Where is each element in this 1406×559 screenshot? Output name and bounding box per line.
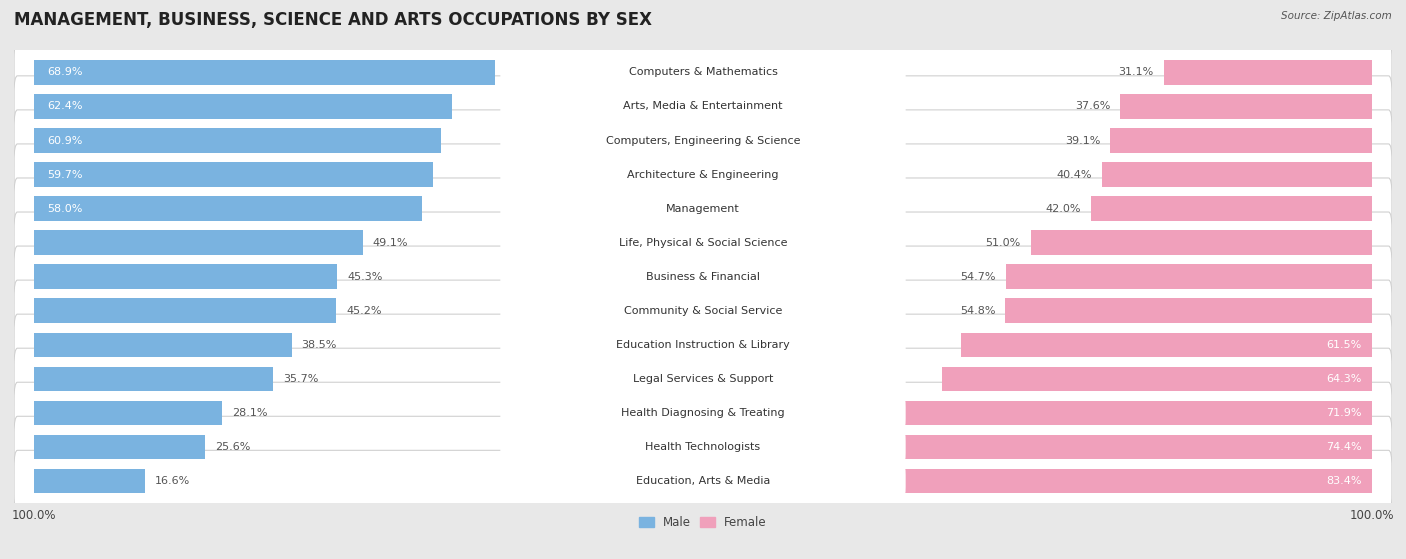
Text: 62.4%: 62.4% [48,102,83,111]
Bar [814,468,1372,493]
Bar [34,196,422,221]
Text: 68.9%: 68.9% [48,68,83,78]
Bar [1091,196,1372,221]
Text: Community & Social Service: Community & Social Service [624,306,782,316]
Bar [34,128,441,153]
Text: 45.2%: 45.2% [346,306,382,316]
FancyBboxPatch shape [14,348,1392,410]
Text: 31.1%: 31.1% [1119,68,1154,78]
Text: Computers, Engineering & Science: Computers, Engineering & Science [606,135,800,145]
Bar [34,60,495,85]
Text: 83.4%: 83.4% [1326,476,1362,486]
FancyBboxPatch shape [501,396,905,429]
FancyBboxPatch shape [501,362,905,395]
Legend: Male, Female: Male, Female [634,511,772,533]
Text: 59.7%: 59.7% [48,169,83,179]
FancyBboxPatch shape [14,416,1392,477]
Bar [891,401,1372,425]
FancyBboxPatch shape [501,465,905,498]
FancyBboxPatch shape [501,56,905,89]
FancyBboxPatch shape [501,295,905,327]
Bar [34,299,336,323]
Bar [34,162,433,187]
FancyBboxPatch shape [14,212,1392,273]
Bar [34,94,451,119]
Bar [875,435,1372,459]
FancyBboxPatch shape [501,260,905,293]
Bar [1111,128,1372,153]
Text: Legal Services & Support: Legal Services & Support [633,374,773,384]
Text: MANAGEMENT, BUSINESS, SCIENCE AND ARTS OCCUPATIONS BY SEX: MANAGEMENT, BUSINESS, SCIENCE AND ARTS O… [14,11,652,29]
Text: 28.1%: 28.1% [232,408,267,418]
Text: Education, Arts & Media: Education, Arts & Media [636,476,770,486]
Bar [34,230,363,255]
Bar [942,367,1372,391]
FancyBboxPatch shape [501,124,905,157]
Bar [1007,264,1372,289]
Bar [34,264,337,289]
FancyBboxPatch shape [501,90,905,123]
Bar [34,435,205,459]
Text: 16.6%: 16.6% [155,476,190,486]
FancyBboxPatch shape [14,110,1392,171]
FancyBboxPatch shape [14,42,1392,103]
Text: Health Technologists: Health Technologists [645,442,761,452]
FancyBboxPatch shape [14,246,1392,307]
Text: Source: ZipAtlas.com: Source: ZipAtlas.com [1281,11,1392,21]
FancyBboxPatch shape [14,76,1392,137]
Text: 61.5%: 61.5% [1327,340,1362,350]
Bar [1102,162,1372,187]
Text: 51.0%: 51.0% [986,238,1021,248]
Text: 35.7%: 35.7% [283,374,318,384]
Text: Computers & Mathematics: Computers & Mathematics [628,68,778,78]
Bar [960,333,1372,357]
Text: 74.4%: 74.4% [1326,442,1362,452]
Text: 54.7%: 54.7% [960,272,995,282]
Text: 71.9%: 71.9% [1326,408,1362,418]
Text: 42.0%: 42.0% [1046,203,1081,214]
Bar [1031,230,1372,255]
Text: 49.1%: 49.1% [373,238,408,248]
Text: 64.3%: 64.3% [1326,374,1362,384]
Text: 37.6%: 37.6% [1076,102,1111,111]
Bar [34,401,222,425]
FancyBboxPatch shape [14,178,1392,239]
FancyBboxPatch shape [501,329,905,361]
FancyBboxPatch shape [14,451,1392,511]
Text: 40.4%: 40.4% [1056,169,1091,179]
Text: Business & Financial: Business & Financial [645,272,761,282]
Text: 39.1%: 39.1% [1064,135,1101,145]
FancyBboxPatch shape [501,430,905,463]
Bar [1121,94,1372,119]
Bar [34,333,291,357]
FancyBboxPatch shape [14,280,1392,342]
FancyBboxPatch shape [501,192,905,225]
FancyBboxPatch shape [501,158,905,191]
FancyBboxPatch shape [14,314,1392,376]
Text: 54.8%: 54.8% [960,306,995,316]
FancyBboxPatch shape [501,226,905,259]
Text: Health Diagnosing & Treating: Health Diagnosing & Treating [621,408,785,418]
Text: Arts, Media & Entertainment: Arts, Media & Entertainment [623,102,783,111]
Bar [1164,60,1372,85]
Text: 58.0%: 58.0% [48,203,83,214]
Text: 60.9%: 60.9% [48,135,83,145]
Bar [34,468,145,493]
Text: 25.6%: 25.6% [215,442,250,452]
Text: Management: Management [666,203,740,214]
FancyBboxPatch shape [14,382,1392,443]
Bar [1005,299,1372,323]
Text: Education Instruction & Library: Education Instruction & Library [616,340,790,350]
Text: Life, Physical & Social Science: Life, Physical & Social Science [619,238,787,248]
FancyBboxPatch shape [14,144,1392,205]
Text: 45.3%: 45.3% [347,272,382,282]
Text: 38.5%: 38.5% [302,340,337,350]
Bar [34,367,273,391]
Text: Architecture & Engineering: Architecture & Engineering [627,169,779,179]
